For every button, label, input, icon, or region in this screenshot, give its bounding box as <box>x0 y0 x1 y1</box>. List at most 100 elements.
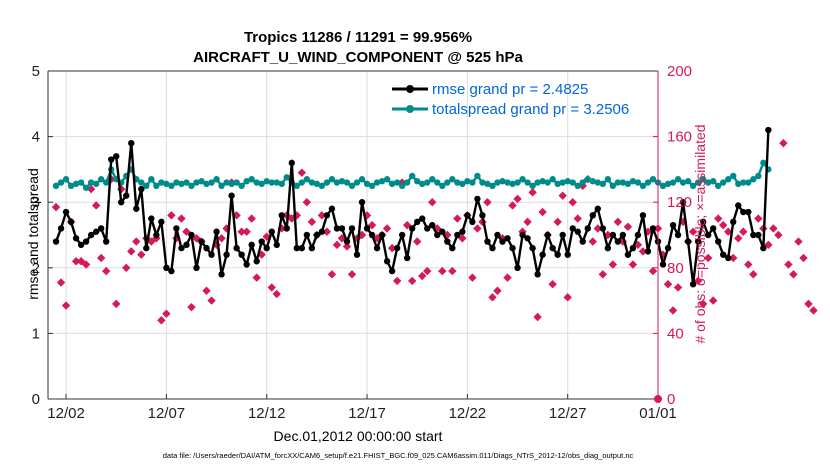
obs-point <box>267 283 276 292</box>
obs-point <box>804 299 813 309</box>
rmse-point <box>333 225 341 232</box>
obs-point <box>779 138 788 148</box>
spread-point <box>664 180 672 188</box>
rmse-point <box>760 244 767 252</box>
spread-point <box>383 176 391 183</box>
rmse-point <box>544 231 551 239</box>
obs-point <box>769 224 778 233</box>
spread-point <box>153 182 160 189</box>
spread-point <box>644 179 652 186</box>
rmse-point <box>589 212 596 219</box>
spread-point <box>674 176 682 183</box>
spread-point <box>720 179 727 186</box>
rmse-point <box>669 221 677 229</box>
obs-point <box>81 260 91 269</box>
obs-point <box>51 202 61 212</box>
obs-point <box>708 296 718 305</box>
rmse-point <box>218 271 225 278</box>
obs-point <box>809 306 818 315</box>
spread-point <box>669 179 677 186</box>
rmse-point <box>148 215 155 222</box>
rmse-point <box>735 202 742 209</box>
rmse-point <box>408 225 416 232</box>
spread-point <box>569 179 576 186</box>
rmse-point <box>449 244 456 252</box>
legend-rmse-label: rmse grand pr = 2.4825 <box>432 81 588 98</box>
rmse-point <box>599 225 607 232</box>
obs-point <box>764 240 773 250</box>
rmse-point <box>168 267 175 275</box>
spread-point <box>604 176 612 183</box>
rmse-point <box>559 231 566 239</box>
spread-point <box>464 178 471 185</box>
rmse-point <box>694 238 702 245</box>
rmse-point <box>288 159 295 167</box>
spread-point <box>173 179 180 186</box>
rmse-point <box>193 264 200 271</box>
spread-point <box>373 179 381 186</box>
obs-series <box>51 138 818 325</box>
rmse-point <box>629 244 637 252</box>
rmse-point <box>419 215 426 222</box>
spread-point <box>82 184 90 191</box>
chart-title: Tropics 11286 / 11291 = 99.956% <box>244 29 472 46</box>
obs-point <box>448 266 457 276</box>
spread-point <box>755 172 762 180</box>
obs-point <box>628 260 638 269</box>
obs-point <box>302 198 312 207</box>
rmse-point <box>323 212 331 219</box>
spread-point <box>760 159 767 167</box>
rmse-point <box>704 231 712 239</box>
obs-point <box>347 270 357 279</box>
rmse-point <box>72 235 80 242</box>
spread-point <box>449 176 456 183</box>
rmse-point <box>52 238 60 245</box>
rmse-point <box>278 212 285 219</box>
spread-point <box>439 182 446 189</box>
rmse-point <box>283 225 290 232</box>
spread-point <box>228 180 235 188</box>
obs-point <box>528 188 537 197</box>
obs-point <box>573 214 582 223</box>
spread-point <box>735 180 742 188</box>
obs-point <box>473 224 482 233</box>
spread-point <box>584 176 591 183</box>
spread-point <box>148 176 155 183</box>
obs-point <box>503 273 512 282</box>
rmse-point <box>388 267 396 275</box>
spread-point <box>514 179 521 186</box>
obs-point <box>744 260 753 269</box>
rmse-point <box>509 244 516 252</box>
spread-point <box>629 178 637 185</box>
obs-point <box>608 260 618 269</box>
spread-point <box>303 176 311 183</box>
obs-point <box>382 224 392 233</box>
rmse-point <box>113 153 120 160</box>
x-tick-label: 12/27 <box>549 405 587 422</box>
obs-point <box>207 296 216 305</box>
spread-point <box>494 179 501 186</box>
spread-point <box>434 179 441 186</box>
spread-point <box>363 180 371 188</box>
rmse-point <box>233 244 240 252</box>
tick-labels: 12/02 12/07 12/12 12/17 12/22 12/27 01/0101234… <box>32 63 692 422</box>
rmse-point <box>118 199 125 206</box>
obs-point <box>187 302 196 312</box>
spread-point <box>589 178 596 185</box>
rmse-point <box>62 208 70 216</box>
obs-point <box>202 286 211 295</box>
obs-point <box>638 247 648 256</box>
obs-point <box>112 299 121 309</box>
spread-point <box>203 180 210 188</box>
spread-point <box>283 174 290 181</box>
spread-point <box>624 180 632 188</box>
spread-point <box>594 179 602 186</box>
obs-point <box>548 280 557 289</box>
spread-point <box>77 179 85 186</box>
obs-point <box>538 207 547 217</box>
rmse-point <box>153 231 160 239</box>
rmse-point <box>619 231 627 239</box>
spread-point <box>679 179 687 186</box>
spread-point <box>163 180 170 188</box>
rmse-point <box>459 228 466 235</box>
